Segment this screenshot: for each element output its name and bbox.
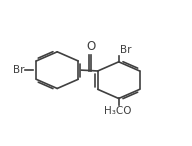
Text: O: O xyxy=(87,40,96,53)
Text: Br: Br xyxy=(120,45,131,55)
Text: Br: Br xyxy=(13,65,24,75)
Text: H₃CO: H₃CO xyxy=(104,106,132,116)
